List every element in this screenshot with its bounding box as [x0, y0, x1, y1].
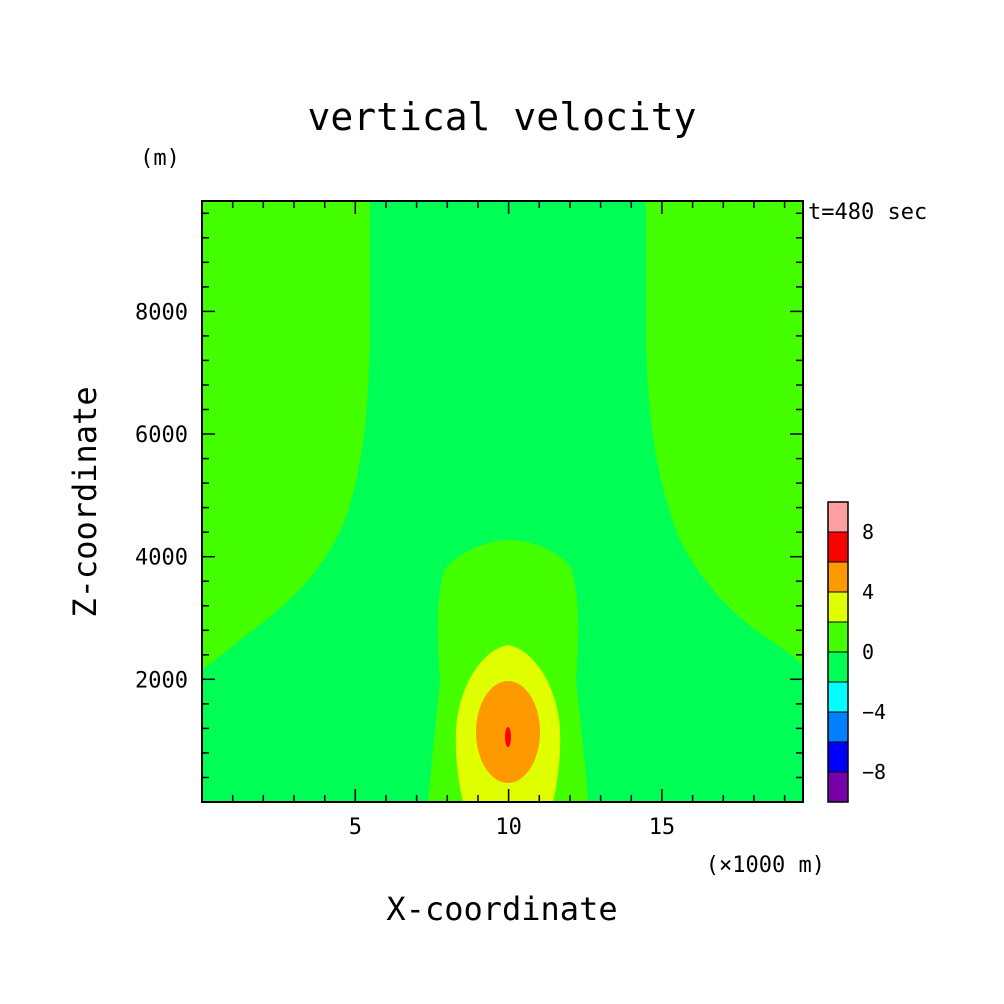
y-tick-label: 8000 [135, 300, 188, 325]
colorbar-label: 0 [862, 640, 874, 664]
x-tick-label: 5 [349, 815, 362, 840]
right-upper-lobe [646, 201, 803, 664]
colorbar-label: 4 [862, 580, 874, 604]
colorbar [827, 501, 849, 803]
colorbar-label: −8 [862, 760, 886, 784]
colorbar-frame [827, 501, 849, 803]
y-tick-label: 6000 [135, 423, 188, 448]
plot-area [202, 201, 803, 802]
colorbar-swatch [827, 561, 849, 593]
x-unit-label: (×1000 m) [706, 853, 825, 878]
plot-frame [201, 200, 804, 803]
chart-title: vertical velocity [308, 95, 697, 139]
colorbar-swatch [827, 681, 849, 713]
colorbar-label: 8 [862, 520, 874, 544]
left-upper-lobe [202, 201, 370, 670]
colorbar-labels: −8 −4 0 4 8 [862, 520, 886, 784]
y-unit-label: (m) [140, 146, 180, 171]
colorbar-swatch [827, 771, 849, 803]
colorbar-swatch [827, 591, 849, 623]
y-axis-title: Z-coordinate [66, 386, 104, 617]
x-tick-label: 15 [649, 815, 676, 840]
time-label: t=480 sec [808, 200, 927, 225]
colorbar-label: −4 [862, 700, 886, 724]
y-tick-label: 2000 [135, 668, 188, 693]
colorbar-swatch [827, 531, 849, 563]
colorbar-swatch [827, 621, 849, 653]
central-core-8-plus [505, 727, 511, 747]
axis-tick-labels: 5 10 15 2000 4000 6000 8000 [135, 300, 675, 840]
x-axis-title: X-coordinate [386, 890, 617, 928]
colorbar-swatch [827, 711, 849, 743]
colorbar-swatch [827, 741, 849, 773]
y-tick-label: 4000 [135, 546, 188, 571]
colorbar-swatch [827, 651, 849, 683]
colorbar-swatch [827, 501, 849, 533]
axis-ticks [202, 201, 803, 802]
x-tick-label: 10 [495, 815, 522, 840]
